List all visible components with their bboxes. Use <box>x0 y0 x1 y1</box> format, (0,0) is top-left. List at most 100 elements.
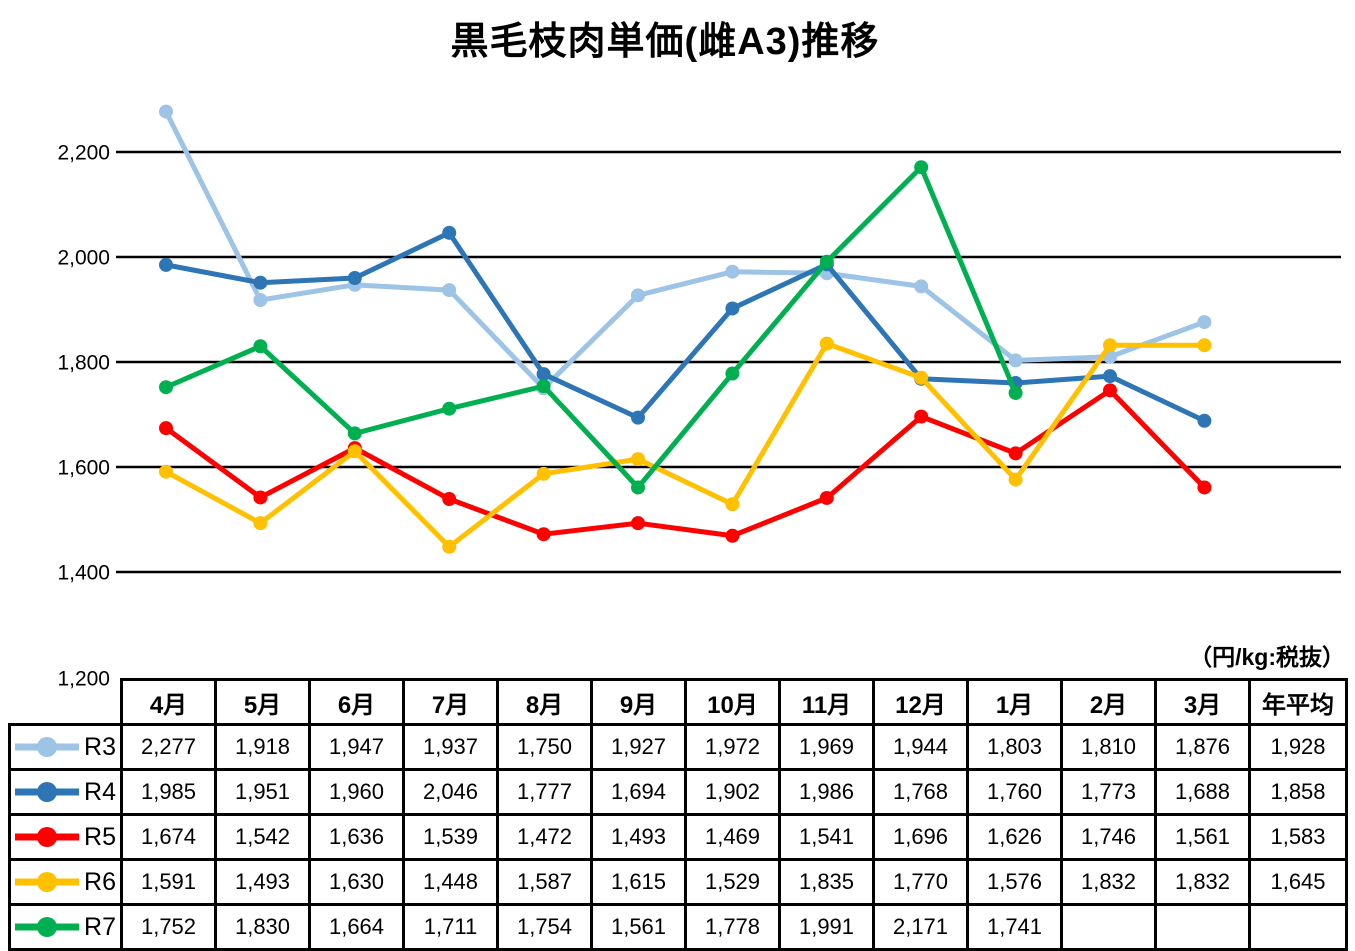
data-point-R4 <box>1197 413 1212 428</box>
table-row-R3: R3 2,277 1,918 1,947 1,937 1,750 1,927 1,972 1,9… <box>8 723 1348 771</box>
data-point-R5 <box>442 492 457 507</box>
value-cell: 1,902 <box>684 768 781 816</box>
series-label: R7 <box>84 912 116 941</box>
value-cell: 1,472 <box>496 813 593 861</box>
data-point-R6 <box>914 370 929 385</box>
value-cell: 1,750 <box>496 723 593 771</box>
chart-title: 黒毛枝肉単価(雌A3)推移 <box>450 21 880 63</box>
value-cell: 1,529 <box>684 858 781 906</box>
value-cell: 1,746 <box>1060 813 1157 861</box>
value-cell: 1,615 <box>590 858 687 906</box>
value-cell: 1,561 <box>1154 813 1251 861</box>
value-cell: 1,830 <box>214 903 311 951</box>
series-label: R3 <box>84 732 116 761</box>
y-axis-tick-label: 1,200 <box>57 667 110 690</box>
data-point-R6 <box>159 464 173 479</box>
value-cell: 1,645 <box>1248 858 1348 906</box>
legend-dot <box>37 782 57 802</box>
value-cell: 1,591 <box>120 858 217 906</box>
data-point-R7 <box>914 160 929 175</box>
data-point-R7 <box>725 366 740 381</box>
value-cell: 1,810 <box>1060 723 1157 771</box>
header-cell-month: 12月 <box>872 678 969 726</box>
legend-line-marker-icon <box>15 827 79 847</box>
value-cell: 1,832 <box>1154 858 1251 906</box>
data-point-R6 <box>819 336 834 351</box>
value-cell: 1,741 <box>966 903 1063 951</box>
monthly-price-table: 4月 5月 6月 7月 8月 9月 10月 11月 12月 1月 2月 3月 年平均 R3 2,277 1,… <box>8 678 1348 951</box>
series-line-R4 <box>163 230 1207 424</box>
data-point-R5 <box>536 527 551 542</box>
value-cell: 1,937 <box>402 723 499 771</box>
legend-dot <box>37 827 57 847</box>
header-cell-month: 2月 <box>1060 678 1157 726</box>
legend-line-marker-icon <box>15 782 79 802</box>
value-cell: 1,696 <box>872 813 969 861</box>
series-line-R7 <box>163 164 1019 490</box>
data-point-R3 <box>631 288 645 303</box>
value-cell: 2,171 <box>872 903 969 951</box>
data-point-R3 <box>442 283 457 298</box>
series-line-R3 <box>163 109 1207 391</box>
legend-line-marker-icon <box>15 872 79 892</box>
data-point-R5 <box>631 516 645 531</box>
data-point-R6 <box>442 539 457 554</box>
data-point-R5 <box>914 409 929 424</box>
header-cell-month: 10月 <box>684 678 781 726</box>
value-cell: 1,539 <box>402 813 499 861</box>
y-axis-tick-label: 1,600 <box>57 456 110 479</box>
value-cell: 1,876 <box>1154 723 1251 771</box>
value-cell: 1,947 <box>308 723 405 771</box>
data-point-R4 <box>725 301 740 316</box>
data-point-R4 <box>347 271 362 285</box>
table-corner-blank <box>10 680 122 725</box>
data-point-R3 <box>1197 315 1212 330</box>
series-label: R4 <box>84 777 116 806</box>
value-cell: 1,835 <box>778 858 875 906</box>
value-cell: 1,960 <box>308 768 405 816</box>
value-cell: 1,694 <box>590 768 687 816</box>
series-R3 <box>159 104 1212 396</box>
value-cell: 1,927 <box>590 723 687 771</box>
legend-line-marker-icon <box>15 917 79 937</box>
value-cell: 1,561 <box>590 903 687 951</box>
legend-cell-R5: R5 <box>8 813 123 861</box>
data-point-R4 <box>253 275 268 290</box>
data-point-R5 <box>1008 446 1023 461</box>
value-cell: 1,770 <box>872 858 969 906</box>
value-cell: 1,541 <box>778 813 875 861</box>
value-cell: 1,493 <box>590 813 687 861</box>
value-cell: 1,928 <box>1248 723 1348 771</box>
value-cell-empty <box>1154 903 1251 951</box>
data-point-R3 <box>914 279 929 294</box>
value-cell: 1,760 <box>966 768 1063 816</box>
value-cell: 1,626 <box>966 813 1063 861</box>
legend-cell-R4: R4 <box>8 768 123 816</box>
legend-marker-and-label: R5 <box>13 824 119 850</box>
legend-marker-and-label: R6 <box>13 869 119 895</box>
data-point-R3 <box>1008 353 1023 368</box>
value-cell: 1,469 <box>684 813 781 861</box>
header-cell-month: 1月 <box>966 678 1063 726</box>
value-cell: 2,277 <box>120 723 217 771</box>
data-point-R4 <box>631 410 645 425</box>
value-cell: 1,777 <box>496 768 593 816</box>
data-point-R7 <box>1008 385 1023 400</box>
series-R5 <box>159 383 1212 543</box>
value-cell: 1,944 <box>872 723 969 771</box>
value-cell: 1,752 <box>120 903 217 951</box>
value-cell: 1,674 <box>120 813 217 861</box>
value-cell-empty <box>1248 903 1348 951</box>
data-point-R6 <box>1103 338 1117 353</box>
data-point-R6 <box>253 516 268 531</box>
data-point-R5 <box>253 490 268 505</box>
legend-marker-and-label: R4 <box>13 777 119 806</box>
data-point-R6 <box>536 466 551 481</box>
table-header-row: 4月 5月 6月 7月 8月 9月 10月 11月 12月 1月 2月 3月 年平均 <box>10 678 1348 726</box>
value-cell: 1,664 <box>308 903 405 951</box>
data-point-R4 <box>159 257 173 272</box>
table-row-R6: R6 1,591 1,493 1,630 1,448 1,587 1,615 1,529 1,8… <box>8 858 1348 906</box>
data-point-R6 <box>1008 472 1023 487</box>
legend-cell-R3: R3 <box>8 723 123 771</box>
legend-cell-R6: R6 <box>8 858 123 906</box>
